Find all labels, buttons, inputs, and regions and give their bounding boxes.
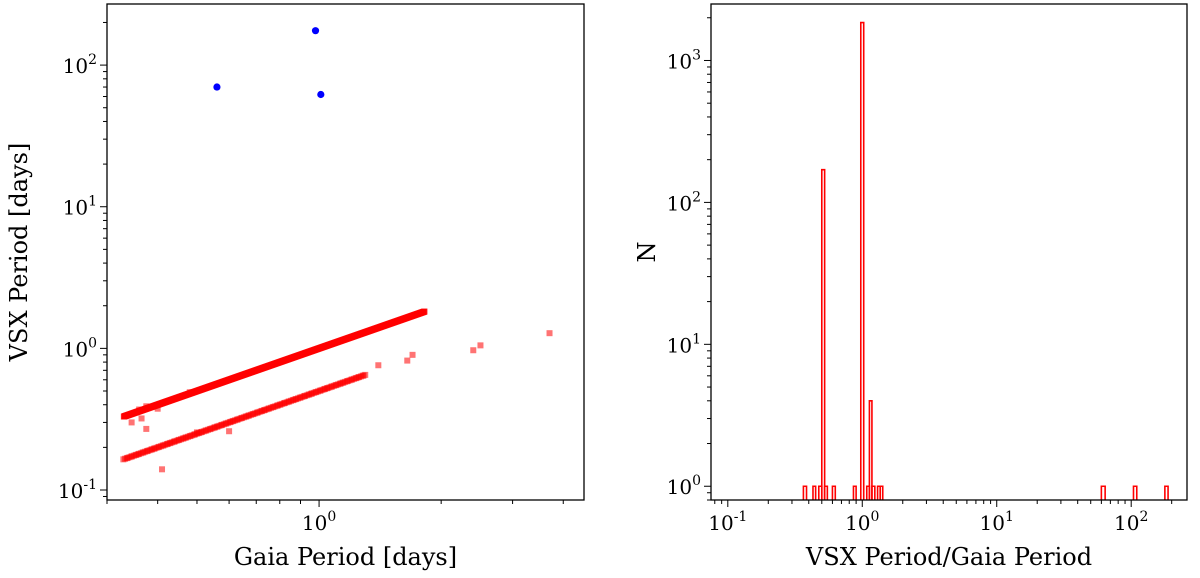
- scatter-y-ticks: 10-1 100 101 102: [58, 21, 107, 503]
- histogram-bin: [802, 485, 808, 500]
- histogram-y-tick-label: 103: [667, 47, 701, 73]
- histogram-bin: [831, 485, 837, 500]
- scatter-point-red: [159, 466, 166, 473]
- scatter-x-axis-label: Gaia Period [days]: [234, 543, 457, 571]
- histogram-x-tick-label: 101: [980, 509, 1014, 535]
- scatter-point-red: [404, 357, 411, 364]
- histogram-y-tick-label: 102: [667, 189, 701, 215]
- scatter-x-ticks: 100: [106, 500, 564, 535]
- histogram-bin: [1164, 485, 1169, 500]
- scatter-y-tick-label: 102: [63, 52, 97, 78]
- scatter-point-red: [409, 351, 416, 358]
- histogram-bin: [871, 485, 876, 500]
- scatter-x-tick-label: 100: [302, 509, 336, 535]
- scatter-y-tick-label: 101: [63, 194, 97, 220]
- scatter-point-red: [128, 419, 135, 426]
- scatter-plot-frame: [106, 3, 585, 501]
- scatter-point-red: [470, 347, 477, 354]
- histogram-bin: [852, 485, 857, 500]
- scatter-y-axis-label: VSX Period [days]: [5, 143, 33, 363]
- scatter-point-red: [143, 403, 150, 410]
- scatter-y-tick-label: 100: [63, 335, 97, 361]
- histogram-x-tick-label: 100: [845, 509, 879, 535]
- scatter-point-red: [154, 405, 161, 412]
- scatter-point-red: [138, 415, 145, 422]
- histogram-x-ticks: 10-1 100 101 102: [708, 500, 1173, 535]
- histogram-bin: [823, 485, 829, 500]
- scatter-point-red: [186, 389, 193, 396]
- scatter-y-tick-label: 10-1: [58, 477, 97, 503]
- histogram-x-tick-label: 10-1: [708, 509, 747, 535]
- scatter-point-red: [136, 406, 143, 413]
- histogram-bin: [859, 21, 865, 500]
- scatter-point-red: [421, 308, 428, 315]
- histogram-x-tick-label: 102: [1114, 509, 1148, 535]
- histogram-bins: [802, 21, 1169, 500]
- histogram-y-tick-label: 101: [667, 331, 701, 357]
- histogram-bin: [820, 168, 826, 500]
- histogram-bin: [1132, 485, 1138, 500]
- histogram-bin: [879, 485, 884, 500]
- histogram-y-axis-label: N: [633, 242, 661, 263]
- histogram-y-tick-label: 100: [667, 473, 701, 499]
- scatter-point-red: [375, 362, 382, 369]
- scatter-point-blue: [317, 90, 325, 99]
- histogram-panel: 10-1 100 101 102 100 101 102 103 VSX Period/Ga…: [633, 3, 1188, 571]
- scatter-point-red: [193, 429, 200, 436]
- scatter-point-red: [546, 330, 553, 337]
- histogram-bin: [1100, 485, 1106, 500]
- histogram-bin: [868, 400, 873, 500]
- scatter-point-red: [477, 342, 484, 349]
- scatter-point-blue: [213, 83, 221, 91]
- scatter-points: [120, 27, 553, 473]
- scatter-point-red: [362, 371, 369, 378]
- scatter-point-blue: [311, 27, 320, 35]
- scatter-point-red: [143, 425, 150, 432]
- scatter-panel: 100 10-1 100 101 102 Gaia Period [days] VSX…: [5, 3, 585, 571]
- histogram-x-axis-label: VSX Period/Gaia Period: [805, 543, 1092, 571]
- histogram-bin: [812, 485, 817, 500]
- histogram-y-ticks: 100 101 102 103: [667, 17, 711, 501]
- scatter-point-red: [226, 428, 233, 435]
- histogram-plot-frame: [710, 3, 1188, 501]
